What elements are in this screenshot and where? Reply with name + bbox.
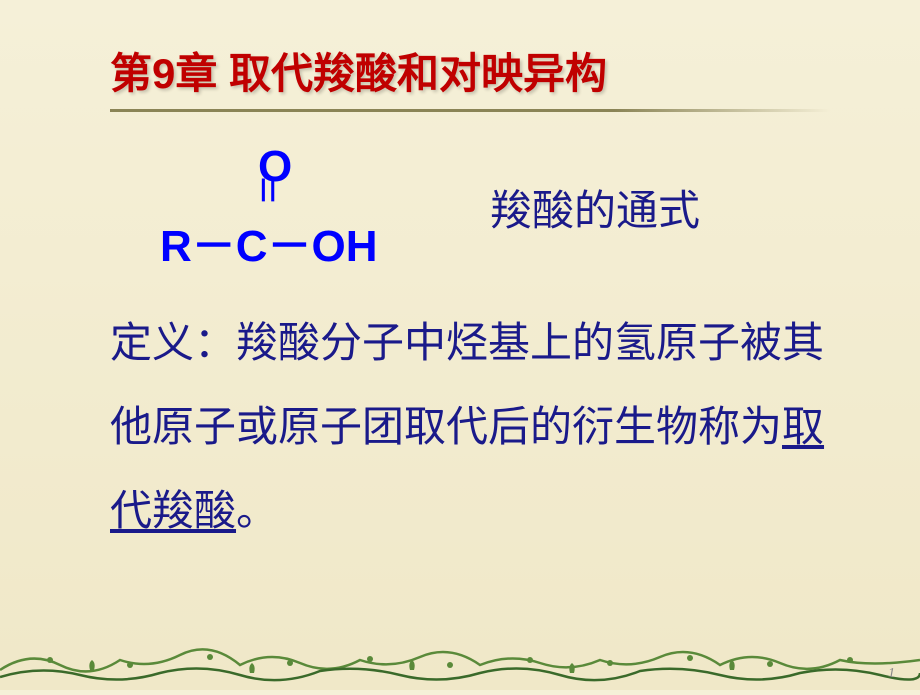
- definition-text: 定义：羧酸分子中烃基上的氢原子被其他原子或原子团取代后的衍生物称为取代羧酸。: [110, 302, 860, 554]
- definition-prefix: 定义：羧酸分子中烃基上的氢原子被其他原子或原子团取代后的衍生物称为: [110, 321, 824, 451]
- chapter-title: 第9章 取代羧酸和对映异构: [110, 40, 860, 101]
- formula-main: R－C－OH: [160, 210, 378, 274]
- definition-suffix: 。: [236, 489, 278, 535]
- formula-label: 羧酸的通式: [490, 177, 700, 238]
- vine-decoration-icon: [0, 635, 920, 690]
- slide-container: 第9章 取代羧酸和对映异构 O | | R－C－OH 羧酸的通式 定义：羧酸分子…: [0, 0, 920, 690]
- chemical-formula: O | | R－C－OH: [130, 142, 410, 272]
- bottom-decoration: [0, 635, 920, 690]
- formula-section: O | | R－C－OH 羧酸的通式: [130, 142, 860, 272]
- formula-double-bond: | |: [260, 184, 274, 194]
- title-underline: [110, 109, 830, 112]
- page-number: 1: [888, 666, 895, 682]
